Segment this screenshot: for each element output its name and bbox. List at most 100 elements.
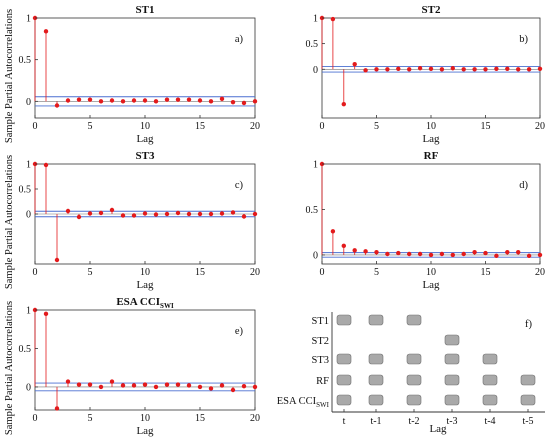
selected-lag-cell [444,394,460,406]
stem-marker [417,66,423,71]
stem-marker [385,251,390,257]
x-tick-label: 10 [426,121,436,132]
stem-marker [230,99,236,105]
y-tick-label: 1 [26,160,31,171]
x-tick-label: 5 [374,121,379,132]
stem-marker [407,251,412,257]
stem-marker [439,67,445,72]
selected-lag-cell [368,374,384,386]
stem-marker [76,214,82,220]
stem-marker [472,249,477,255]
x-axis-label: Lag [422,133,440,145]
stem-marker [450,252,455,258]
x-tick-label: 0 [33,267,38,278]
y-tick-label: 1 [26,14,31,25]
x-tick-label: 20 [250,121,260,132]
stem-marker [252,211,258,217]
selected-lag-cell [444,334,460,346]
y-tick-label: 0.5 [306,39,319,50]
stem-marker [87,382,93,387]
x-tick-label: 10 [426,267,436,278]
stem-marker [175,382,181,387]
stem-marker [461,67,466,72]
stem-marker [142,98,148,103]
plot-frame [34,309,256,411]
x-tick-label: 0 [33,413,38,424]
x-tick-label: 5 [88,413,93,424]
y-tick-label: 1 [313,14,318,25]
stem-marker [98,210,104,216]
panel-label: e) [235,326,244,337]
stem-marker [131,213,137,218]
stem-marker [65,98,71,103]
stem-marker [54,103,60,108]
stem-marker [374,67,379,72]
stem-marker [472,67,477,72]
x-axis-label: Lag [136,279,154,291]
stem-marker [65,208,71,214]
stem-marker [505,249,510,255]
stem-marker [252,99,258,104]
panel-label: b) [519,34,528,45]
selected-lag-cell [444,353,460,365]
x-tick-label: 20 [250,413,260,424]
stem-marker [43,162,49,168]
selected-lag-cell [406,374,422,386]
stem-marker [208,386,214,391]
y-tick-label: 0.5 [19,55,32,66]
selected-lag-cell [368,314,384,326]
stem-marker [537,252,543,258]
row-label: ST3 [311,355,329,366]
stem-marker [109,98,115,103]
row-label: ST2 [311,336,329,347]
stem-marker [197,384,203,390]
x-tick-label: 15 [481,121,491,132]
stem-marker [98,384,104,390]
row-label: ESA CCISWI [277,396,330,409]
x-axis-label: Lag [422,279,440,291]
column-label: t-4 [484,416,495,427]
selected-lag-cell [336,394,352,406]
stem-marker [186,383,192,388]
panel-title: ESA CCISWI [116,296,174,310]
x-tick-label: 0 [33,121,38,132]
stem-marker [374,249,379,255]
stem-marker [241,100,247,106]
selected-lag-cell [520,394,536,406]
panel-label: d) [519,180,528,191]
stem-marker [120,213,126,218]
y-axis-label: Sample Partial Autocorrelations [4,155,15,289]
x-tick-label: 10 [140,413,150,424]
stem-marker [153,99,159,104]
stem-marker [120,383,126,388]
selected-lag-cell [406,314,422,326]
stem-marker [164,97,170,102]
stem-marker [230,210,236,215]
stem-marker [341,101,346,107]
column-label: t-1 [370,416,381,427]
y-tick-label: 0.5 [306,205,319,216]
x-tick-label: 5 [374,267,379,278]
stem-marker [43,311,49,317]
stem-marker [241,214,247,219]
stem-marker [153,212,159,217]
stem-marker [526,253,532,259]
stem-marker [330,16,336,22]
y-axis-label: Sample Partial Autocorrelations [4,9,15,143]
stem-marker [54,406,60,411]
selected-lag-cell [520,374,536,386]
stem-marker [417,251,423,257]
stem-marker [494,253,499,259]
x-tick-label: 20 [535,121,545,132]
stem-marker [407,67,412,72]
selected-lag-cell [368,353,384,365]
selected-lag-cell [406,394,422,406]
stem-marker [109,207,115,213]
y-tick-label: 0.5 [19,344,32,355]
stem-marker [439,251,445,257]
stem-marker [428,252,434,258]
stem-marker [54,257,60,263]
y-tick-label: 0 [26,97,31,108]
panel-title: RF [424,150,439,162]
table-x-label: Lag [429,423,447,435]
